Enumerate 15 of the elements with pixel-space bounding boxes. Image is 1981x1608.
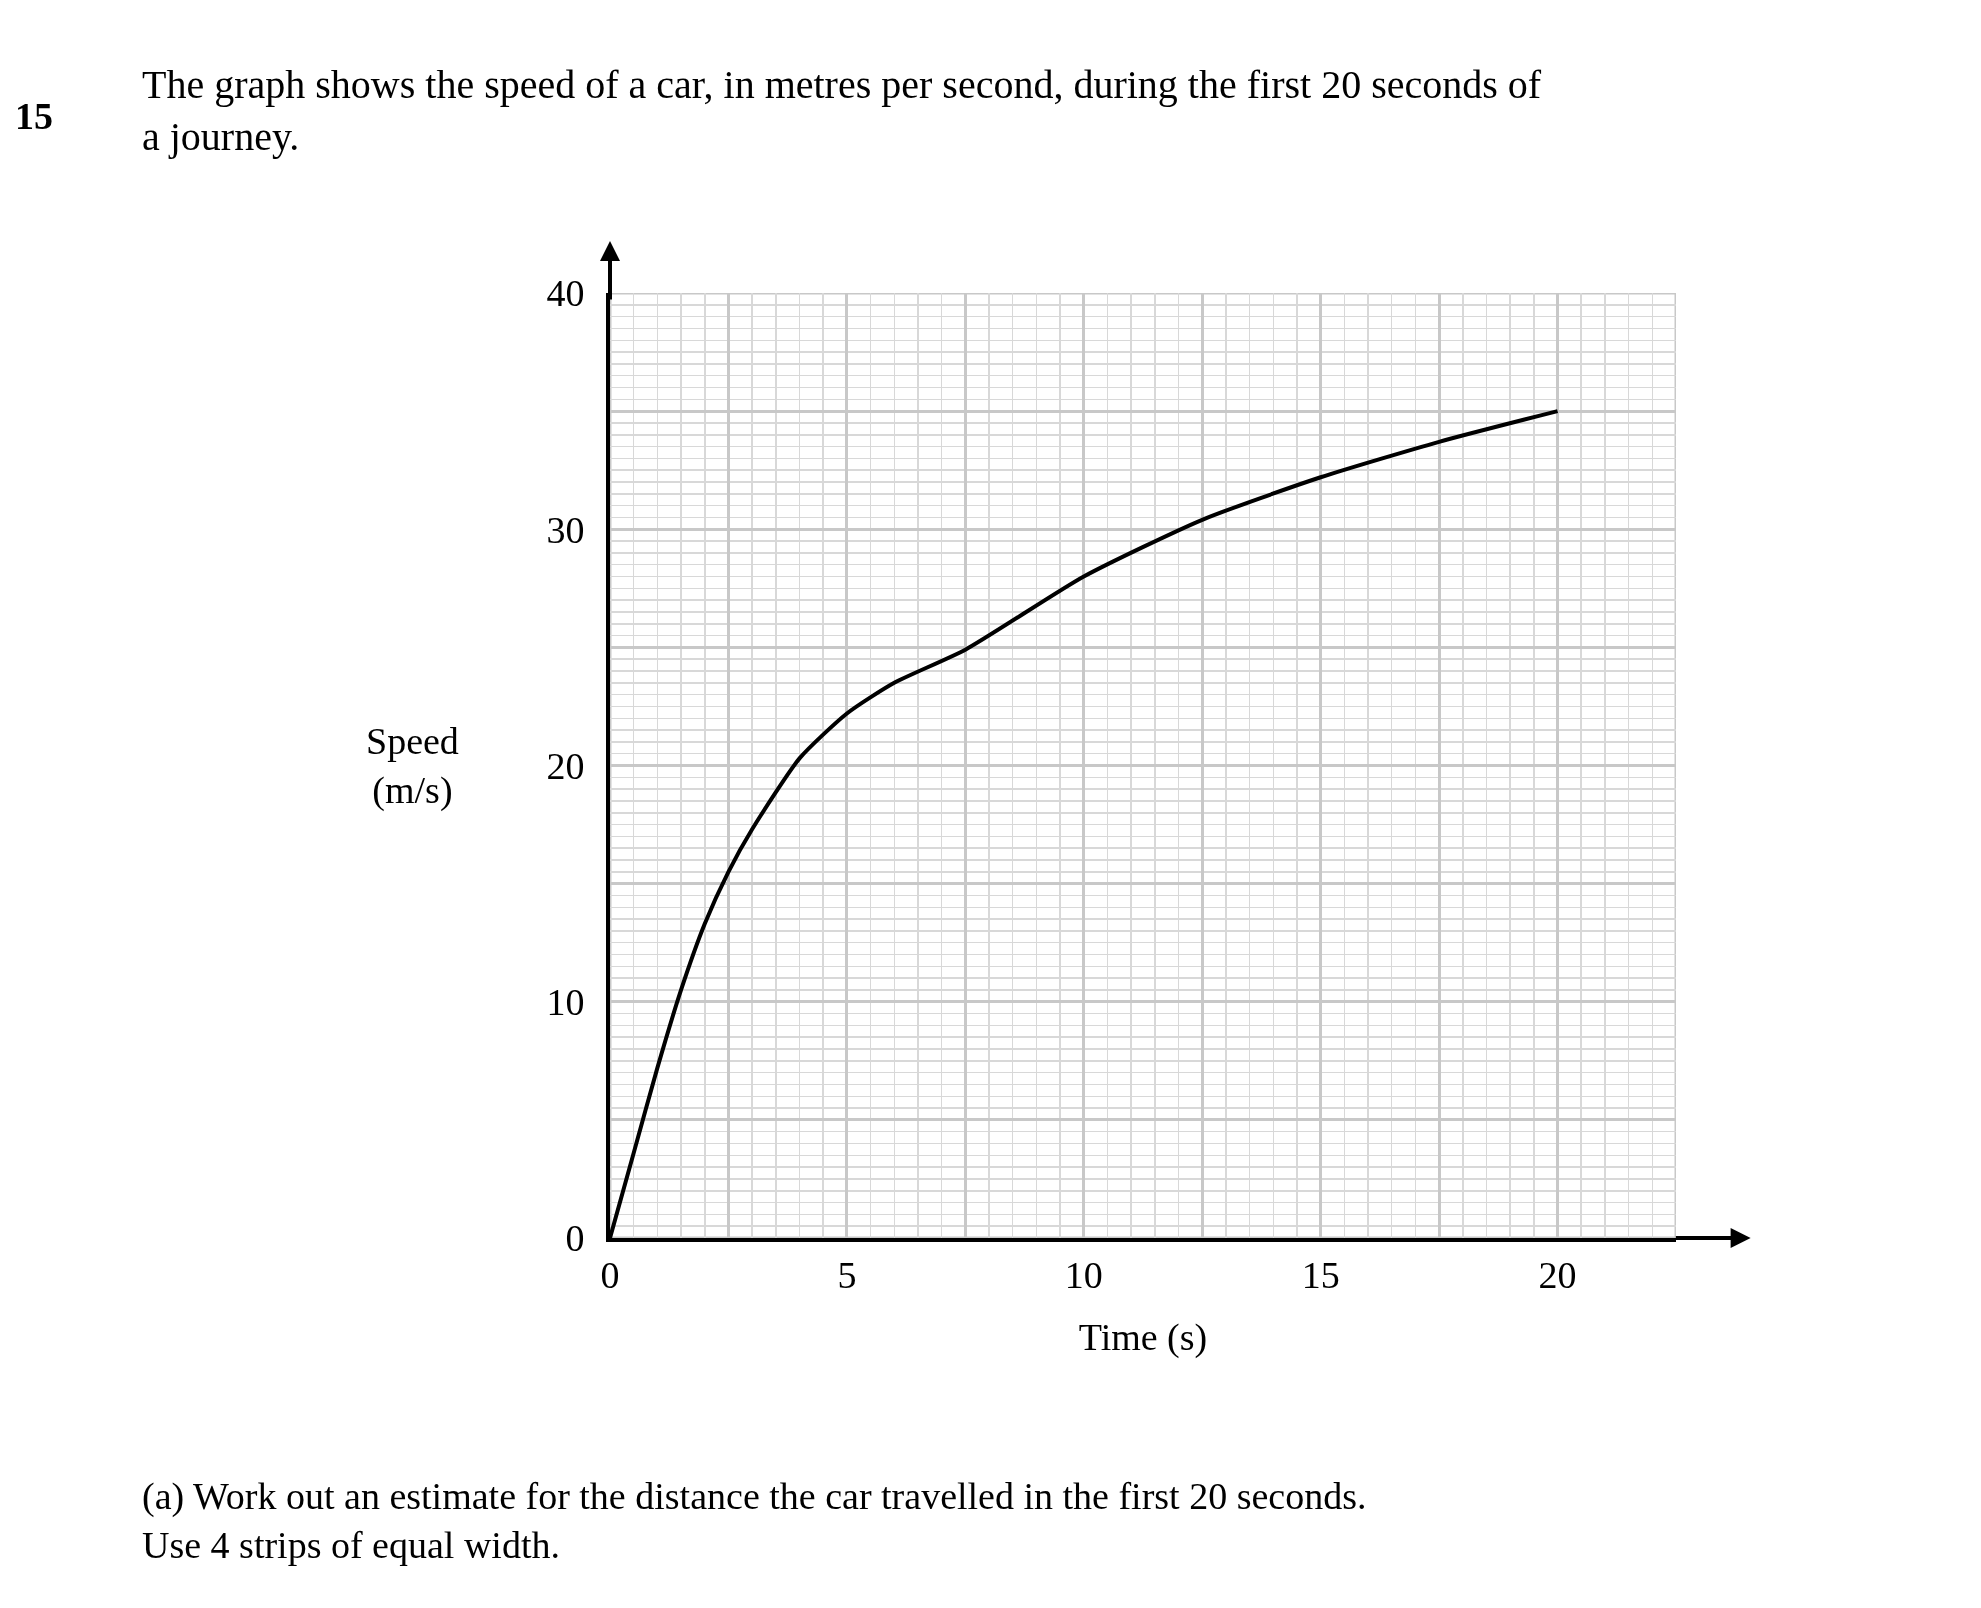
x-tick-label: 5 (837, 1253, 857, 1296)
y-tick-label: 40 (546, 272, 585, 315)
y-tick-label: 20 (546, 744, 585, 787)
x-tick-label: 20 (1538, 1253, 1577, 1296)
x-tick-label: 15 (1301, 1253, 1340, 1296)
text: 15 (15, 95, 53, 137)
y-tick-label: 10 (546, 981, 585, 1024)
y-axis-title: Speed (m/s) (366, 720, 459, 813)
x-tick-label: 0 (600, 1253, 620, 1296)
y-tick-label: 30 (546, 508, 585, 551)
x-axis-title: Time (s) (1078, 1316, 1208, 1360)
text: (a) Work out an estimate for the distance the car travelled in the first 20 seconds. Use 4 strips of equal width. (142, 1475, 1367, 1567)
y-tick-label: 0 (565, 1217, 585, 1260)
x-tick-label: 10 (1064, 1253, 1103, 1296)
chart-title: The graph shows the speed of a car, in metres per second, during the first 20 seconds of a journey. (142, 62, 1542, 159)
